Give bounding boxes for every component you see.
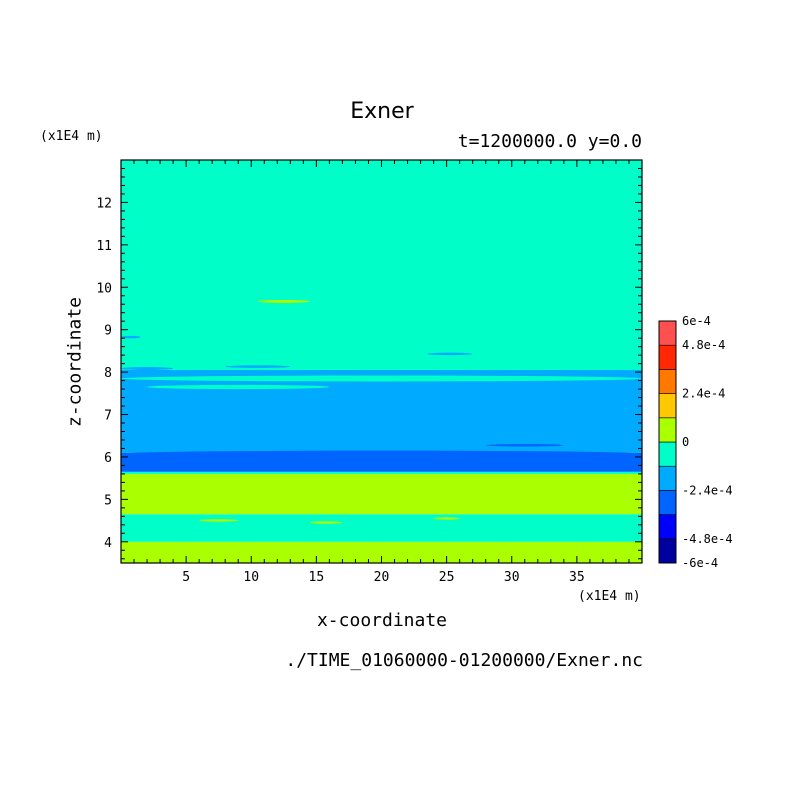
y-tick-label: 8 bbox=[104, 366, 112, 381]
x-tick-label: 25 bbox=[439, 570, 455, 585]
colorbar-label: 2.4e-4 bbox=[682, 387, 725, 401]
y-tick-label: 4 bbox=[104, 536, 112, 551]
y-tick-label: 11 bbox=[96, 239, 112, 254]
y-axis-unit: (x1E4 m) bbox=[40, 129, 103, 144]
colorbar-swatch bbox=[658, 441, 677, 467]
colorbar-label: 0 bbox=[682, 435, 689, 449]
y-tick-label: 5 bbox=[104, 493, 112, 508]
colorbar-label: -6e-4 bbox=[682, 556, 718, 570]
contour-patch bbox=[199, 519, 239, 522]
x-tick-label: 10 bbox=[243, 570, 259, 585]
contour-patch bbox=[257, 299, 310, 303]
y-tick-label: 12 bbox=[96, 196, 112, 211]
colorbar-swatch bbox=[658, 538, 677, 564]
chart-subtitle: t=1200000.0 y=0.0 bbox=[457, 131, 642, 152]
y-tick-label: 7 bbox=[104, 409, 112, 424]
contour-band bbox=[121, 471, 642, 474]
x-tick-label: 15 bbox=[309, 570, 325, 585]
colorbar-label: 6e-4 bbox=[682, 314, 711, 328]
contour-band bbox=[121, 160, 642, 370]
colorbar-swatch bbox=[658, 465, 677, 491]
contour-patch bbox=[121, 450, 642, 457]
colorbar-swatch bbox=[658, 417, 677, 443]
contour-band bbox=[121, 473, 642, 515]
contour-patch bbox=[121, 375, 642, 382]
x-axis-label: x-coordinate bbox=[316, 610, 448, 631]
x-tick-label: 35 bbox=[569, 570, 585, 585]
contour-band bbox=[121, 378, 642, 453]
file-path-label: ./TIME_01060000-01200000/Exner.nc bbox=[285, 650, 643, 671]
colorbar-frame bbox=[658, 320, 677, 564]
y-tick-label: 9 bbox=[104, 324, 112, 339]
x-axis-unit: (x1E4 m) bbox=[578, 589, 641, 604]
x-tick-label: 5 bbox=[182, 570, 190, 585]
colorbar-swatch bbox=[658, 369, 677, 394]
contour-patch bbox=[147, 384, 330, 390]
contour-patch bbox=[121, 367, 174, 370]
colorbar-swatch bbox=[658, 490, 677, 515]
contour-patch bbox=[121, 335, 141, 339]
colorbar-label: -2.4e-4 bbox=[682, 483, 733, 497]
x-tick-label: 30 bbox=[504, 570, 520, 585]
colorbar-swatch bbox=[658, 393, 677, 419]
contour-patch bbox=[225, 365, 291, 368]
contour-band bbox=[121, 369, 642, 379]
colorbar-label: -4.8e-4 bbox=[682, 532, 733, 546]
contour-patch bbox=[309, 521, 343, 524]
y-tick-label: 10 bbox=[96, 281, 112, 296]
chart-title: Exner bbox=[350, 99, 414, 124]
y-tick-label: 6 bbox=[104, 451, 112, 466]
colorbar-label: 4.8e-4 bbox=[682, 338, 725, 352]
contour-patch bbox=[427, 352, 473, 356]
contour-patch bbox=[433, 517, 460, 520]
colorbar-swatch bbox=[658, 320, 677, 346]
colorbar-swatch bbox=[658, 344, 677, 370]
colorbar-swatch bbox=[658, 514, 677, 540]
contour-patch bbox=[485, 444, 564, 447]
contour-band bbox=[121, 452, 642, 472]
contour-band bbox=[121, 514, 642, 542]
x-tick-label: 20 bbox=[374, 570, 390, 585]
